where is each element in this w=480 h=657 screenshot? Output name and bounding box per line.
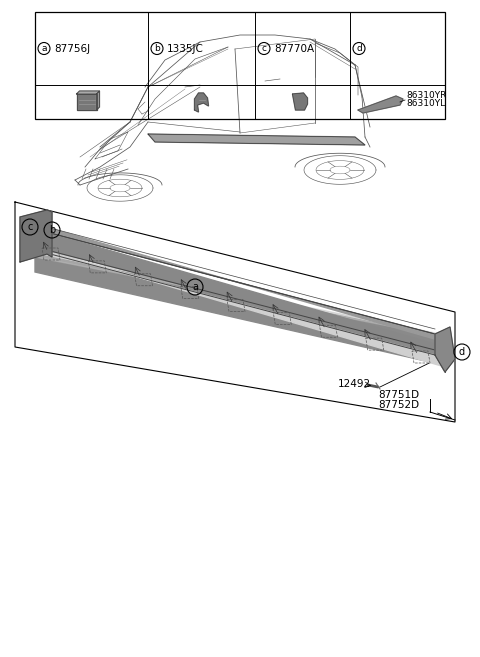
Polygon shape: [148, 134, 365, 145]
Text: 87751D: 87751D: [378, 390, 419, 400]
Polygon shape: [20, 210, 52, 262]
Text: 1335JC: 1335JC: [167, 43, 204, 53]
Text: 12492: 12492: [338, 379, 371, 389]
Polygon shape: [35, 224, 37, 252]
Text: a: a: [192, 282, 198, 292]
Text: b: b: [154, 44, 160, 53]
Polygon shape: [358, 96, 403, 113]
Text: a: a: [41, 44, 47, 53]
Text: 86310YR: 86310YR: [406, 91, 446, 101]
Polygon shape: [76, 91, 99, 94]
Polygon shape: [435, 327, 455, 372]
Text: c: c: [262, 44, 266, 53]
Polygon shape: [35, 254, 445, 362]
Text: c: c: [27, 222, 33, 232]
Polygon shape: [96, 91, 99, 110]
Text: d: d: [459, 347, 465, 357]
Polygon shape: [194, 93, 208, 112]
Text: 87752D: 87752D: [378, 400, 419, 410]
Text: b: b: [49, 225, 55, 235]
Polygon shape: [292, 93, 308, 110]
Polygon shape: [35, 252, 445, 337]
Text: d: d: [356, 44, 362, 53]
Text: 87770A: 87770A: [274, 43, 314, 53]
Polygon shape: [76, 94, 96, 110]
Text: 87756J: 87756J: [54, 43, 90, 53]
Text: 86310YL: 86310YL: [406, 99, 445, 108]
Polygon shape: [35, 229, 445, 367]
Polygon shape: [35, 247, 445, 372]
Polygon shape: [35, 224, 445, 347]
Bar: [35, 12, 445, 119]
